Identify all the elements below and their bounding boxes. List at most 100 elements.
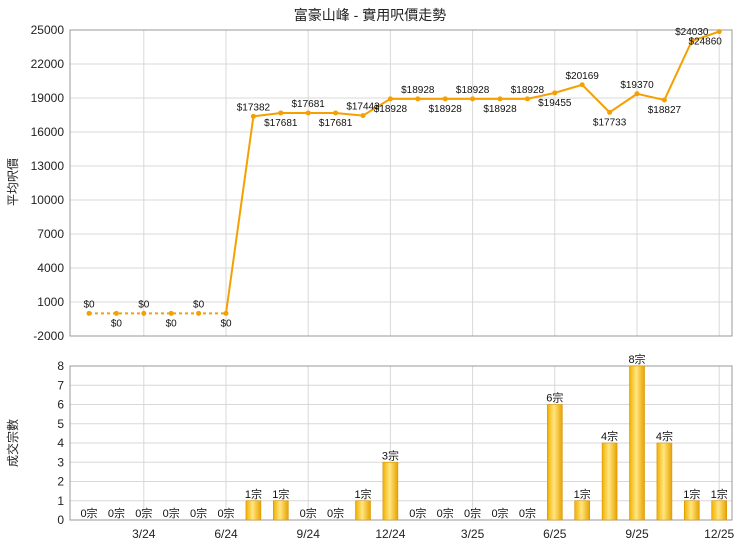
count-data-label: 0宗 (163, 506, 180, 520)
price-y-tick-label: 19000 (31, 91, 65, 105)
price-data-label: $17733 (593, 117, 627, 128)
price-point (415, 96, 421, 102)
count-y-tick-label: 2 (57, 475, 64, 489)
price-point (223, 310, 229, 316)
price-data-label: $18928 (511, 85, 545, 96)
chart-title: 富豪山峰 - 實用呎價走勢 (294, 7, 446, 23)
price-point (579, 82, 585, 88)
price-data-label: $20169 (566, 71, 600, 82)
count-bar (355, 500, 371, 521)
count-data-label: 0宗 (108, 506, 125, 520)
count-data-label: 4宗 (601, 429, 618, 443)
count-data-label: 0宗 (409, 506, 426, 520)
price-point (497, 96, 503, 102)
count-y-tick-label: 4 (57, 436, 64, 450)
count-bar (711, 500, 728, 521)
price-point (360, 113, 366, 119)
count-y-tick-label: 3 (57, 455, 64, 469)
count-y-tick-label: 0 (57, 513, 64, 527)
price-point (168, 310, 174, 316)
count-bar (656, 442, 673, 521)
count-data-label: 4宗 (656, 429, 673, 443)
count-data-label: 1宗 (574, 487, 591, 501)
count-bar (629, 365, 645, 521)
price-point (113, 310, 119, 316)
price-data-label: $0 (220, 318, 232, 329)
count-data-label: 0宗 (190, 506, 207, 520)
count-data-label: 0宗 (464, 506, 481, 520)
price-plot-border (69, 29, 733, 337)
count-data-label: 0宗 (519, 506, 536, 520)
count-bar (245, 500, 262, 521)
count-y-tick-label: 7 (57, 378, 64, 392)
price-point (250, 113, 256, 119)
price-data-label: $18928 (429, 104, 463, 115)
count-panel: 0 1 2 3 4 5 6 7 8 3/24 6/24 9/24 12/24 3/25 6/25 9/25 12… (57, 352, 734, 541)
price-y-tick-label: 7000 (37, 227, 64, 241)
x-tick-label: 6/24 (214, 527, 238, 541)
count-data-label: 0宗 (217, 506, 234, 520)
price-point (196, 310, 202, 316)
price-point (387, 96, 393, 102)
count-data-label: 3宗 (382, 448, 399, 462)
price-y-tick-label: 16000 (31, 125, 65, 139)
price-panel: -2000 1000 4000 7000 10000 13000 16000 19000 220… (31, 23, 733, 343)
price-point (305, 110, 311, 116)
price-y-tick-label: 22000 (31, 57, 65, 71)
count-data-label: 8宗 (628, 352, 645, 366)
count-data-label: 0宗 (300, 506, 317, 520)
price-data-label: $17443 (346, 102, 380, 113)
price-data-label: $17382 (237, 102, 271, 113)
x-tick-label: 3/24 (132, 527, 156, 541)
count-plot-border (69, 365, 733, 521)
price-point (86, 310, 92, 316)
count-data-label: 1宗 (245, 487, 262, 501)
price-plot-frame (69, 29, 733, 337)
count-y-tick-label: 6 (57, 398, 64, 412)
price-y-tick-label: 4000 (37, 261, 64, 275)
price-point (278, 110, 284, 116)
price-data-label: $17681 (292, 99, 326, 110)
price-point (333, 110, 339, 116)
count-y-axis-label: 成交宗數 (5, 419, 20, 467)
x-tick-label: 3/25 (461, 527, 485, 541)
count-data-label: 1宗 (711, 487, 728, 501)
count-data-label: 0宗 (327, 506, 344, 520)
price-data-label: $18928 (456, 85, 490, 96)
count-bar (574, 500, 591, 521)
count-y-tick-label: 1 (57, 494, 64, 508)
price-y-tick-label: 1000 (37, 295, 64, 309)
price-data-label: $0 (138, 299, 150, 310)
price-data-label: $0 (193, 299, 205, 310)
count-data-label: 6宗 (546, 391, 563, 405)
price-data-label: $18928 (401, 85, 435, 96)
price-data-label: $18928 (483, 104, 517, 115)
price-data-label: $17681 (264, 118, 298, 129)
count-bar (683, 500, 700, 521)
price-y-tick-label: -2000 (33, 329, 64, 343)
price-point (141, 310, 147, 316)
price-point (716, 29, 722, 35)
price-y-axis-label: 平均呎價 (6, 158, 20, 206)
price-point (552, 90, 558, 96)
count-data-label: 0宗 (80, 506, 97, 520)
price-data-label: $17681 (319, 118, 353, 129)
count-y-tick-label: 8 (57, 359, 64, 373)
price-data-label: $0 (111, 318, 123, 329)
count-data-label: 0宗 (437, 506, 454, 520)
count-bar (601, 442, 618, 521)
price-data-label: $19370 (620, 80, 654, 91)
price-point (470, 96, 476, 102)
count-data-label: 0宗 (491, 506, 508, 520)
x-tick-label: 12/25 (704, 527, 734, 541)
price-point (524, 96, 530, 102)
price-data-label: $18928 (374, 104, 408, 115)
count-data-label: 0宗 (135, 506, 152, 520)
price-data-label: $18827 (648, 105, 682, 116)
x-tick-label: 9/24 (297, 527, 321, 541)
price-point (661, 97, 667, 103)
count-data-label: 1宗 (272, 487, 289, 501)
count-bar (382, 461, 399, 521)
